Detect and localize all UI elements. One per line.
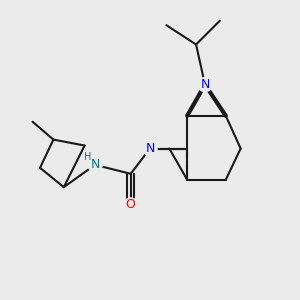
Text: N: N [200,78,210,91]
Text: H: H [84,152,91,162]
Text: O: O [126,199,136,212]
Text: N: N [90,158,100,171]
Text: N: N [145,142,155,155]
